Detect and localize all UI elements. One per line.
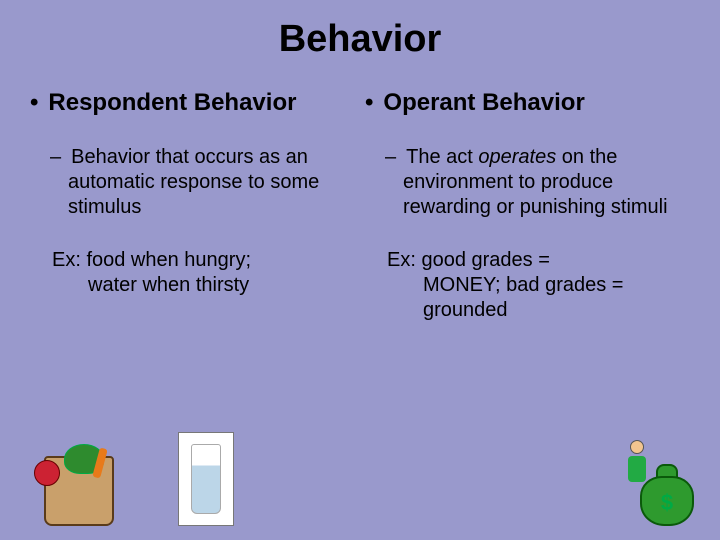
right-subpoint: The act operates on the environment to p…: [365, 145, 690, 220]
grocery-bag-icon: [24, 436, 134, 526]
left-column: Respondent Behavior Behavior that occurs…: [30, 89, 355, 323]
left-heading: Respondent Behavior: [30, 89, 355, 117]
right-column: Operant Behavior The act operates on the…: [365, 89, 690, 323]
left-subpoint: Behavior that occurs as an automatic res…: [30, 145, 355, 220]
water-glass-icon: [178, 432, 234, 526]
right-example-lead: Ex: good grades =: [387, 249, 550, 271]
slide-title: Behavior: [30, 18, 690, 61]
money-bag-icon: [622, 432, 706, 526]
right-heading: Operant Behavior: [365, 89, 690, 117]
slide: Behavior Respondent Behavior Behavior th…: [0, 0, 720, 323]
left-example: Ex: food when hungry; water when thirsty: [30, 248, 355, 298]
right-example: Ex: good grades = MONEY; bad grades = gr…: [365, 248, 690, 323]
left-example-lead: Ex: food when hungry;: [52, 249, 251, 271]
right-sub-italic: operates: [478, 146, 556, 168]
right-sub-pre: The act: [406, 146, 478, 168]
right-example-rest: MONEY; bad grades = grounded: [387, 273, 690, 323]
two-column-layout: Respondent Behavior Behavior that occurs…: [30, 89, 690, 323]
left-example-rest: water when thirsty: [52, 273, 355, 298]
